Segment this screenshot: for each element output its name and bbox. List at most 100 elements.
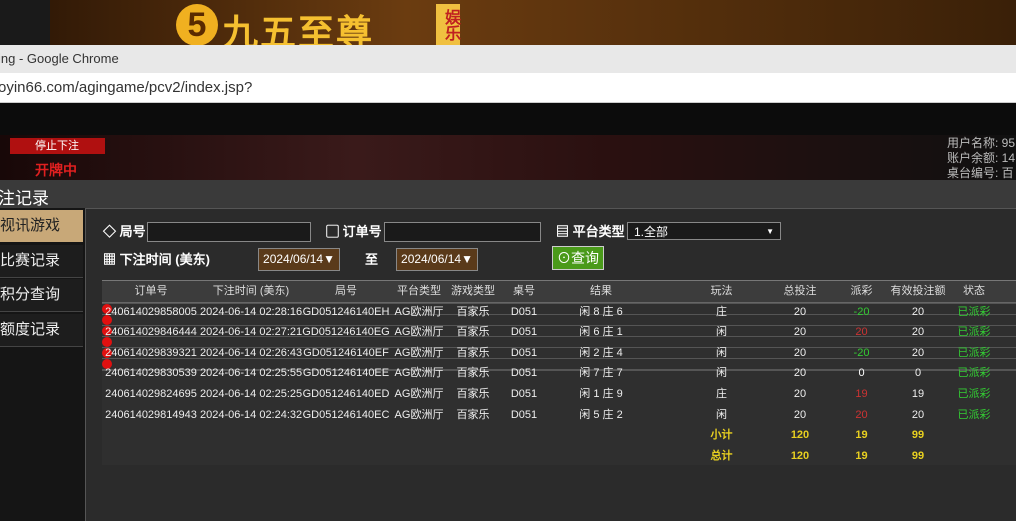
cell: 闲 5 庄 2 xyxy=(579,408,623,421)
cell: AG欧洲厅 xyxy=(394,346,444,359)
cell: GD051246140ED xyxy=(302,388,390,400)
play-icon[interactable] xyxy=(102,314,112,325)
dealing: 开牌中 xyxy=(35,162,77,178)
order-input[interactable] xyxy=(384,222,541,242)
cell: 状态 xyxy=(963,285,985,297)
cell: 120 xyxy=(790,449,810,462)
cell: 240614029814943 xyxy=(105,408,197,421)
cell: 桌号 xyxy=(513,285,535,297)
page-title: 注记录 xyxy=(0,189,49,208)
search-button[interactable]: ⊙查询 xyxy=(552,246,604,270)
sidebar-item[interactable]: 比赛记录 xyxy=(0,244,83,278)
cell: 百家乐 xyxy=(456,346,490,359)
sidebar-item[interactable]: 积分查询 xyxy=(0,279,83,312)
cell: GD051246140EC xyxy=(302,408,390,421)
cell: 百家乐 xyxy=(456,367,490,380)
cell: 120 xyxy=(790,429,810,442)
cell: 20 xyxy=(855,408,868,421)
user-info-line: 桌台编号: 百 xyxy=(947,166,1014,180)
cell: 百家乐 xyxy=(456,326,490,339)
cell: 闲 6 庄 1 xyxy=(579,326,623,339)
cell: GD051246140EF xyxy=(303,346,389,359)
cell: AG欧洲厅 xyxy=(394,408,444,421)
platform-select[interactable]: 1.全部 ▼ xyxy=(627,222,781,240)
cell: D051 xyxy=(510,388,538,400)
logo-digit: 5 xyxy=(176,4,218,46)
cell: D051 xyxy=(510,346,538,359)
cell: 20 xyxy=(793,367,807,380)
cell: 240614029839321 xyxy=(105,346,197,359)
cell: 99 xyxy=(911,429,925,442)
cell: 结果 xyxy=(590,285,612,297)
sidebar-item[interactable]: 视讯游戏 xyxy=(0,210,83,242)
sidebar-item[interactable]: 额度记录 xyxy=(0,313,83,347)
header-row xyxy=(102,281,1016,303)
cell: 小计 xyxy=(710,429,733,442)
to-label: 至 xyxy=(365,252,379,267)
cell: 20 xyxy=(793,388,807,400)
cell: 已派彩 xyxy=(957,305,991,318)
cell: 0 xyxy=(914,367,922,380)
cell: 订单号 xyxy=(134,285,168,297)
cell: GD051246140EH xyxy=(302,305,390,318)
cell: 闲 2 庄 4 xyxy=(579,346,623,359)
cell: 2024-06-14 02:24:32 xyxy=(200,408,302,421)
cell: 游戏类型 xyxy=(451,285,495,297)
address-bar[interactable] xyxy=(0,73,1016,103)
cell: 2024-06-14 02:28:16 xyxy=(200,305,302,318)
date-to[interactable]: 2024/06/14▼ xyxy=(396,248,478,271)
cell: -20 xyxy=(853,305,870,318)
row-line xyxy=(102,313,1016,315)
cell: 240614029830539 xyxy=(105,367,197,380)
cell: 派彩 xyxy=(850,285,873,297)
cell: 闲 1 庄 9 xyxy=(579,388,623,400)
cell: 局号 xyxy=(335,285,357,297)
play-icon[interactable] xyxy=(102,336,112,347)
window-title: ing - Google Chrome xyxy=(0,51,119,66)
round-label: ◇ 局号 xyxy=(103,224,146,239)
cell: 20 xyxy=(911,326,925,339)
cell: 20 xyxy=(793,408,807,421)
cell: 玩法 xyxy=(710,285,733,297)
cell: 庄 xyxy=(716,388,727,400)
title-bar xyxy=(0,180,1016,209)
cell: AG欧洲厅 xyxy=(394,388,444,400)
cell: 闲 xyxy=(716,408,727,421)
cell: 总投注 xyxy=(783,285,817,297)
cell: AG欧洲厅 xyxy=(394,305,444,318)
cell: 2024-06-14 02:25:55 xyxy=(200,367,302,380)
cell: 99 xyxy=(911,449,925,462)
cell: 已派彩 xyxy=(957,388,991,400)
cell: 已派彩 xyxy=(957,367,991,380)
cell: 20 xyxy=(911,305,925,318)
row-line xyxy=(102,324,1016,326)
row-line xyxy=(102,335,1016,337)
cell: 19 xyxy=(855,449,868,462)
row-line xyxy=(102,302,1016,304)
time-label-text: 下注时间 (美东) xyxy=(119,252,210,267)
url: oyin66.com/agingame/pcv2/index.jsp? xyxy=(0,79,253,96)
cell: 下注时间 (美东) xyxy=(212,285,290,297)
time-label: ▦ 下注时间 (美东) xyxy=(103,252,210,267)
play-icon[interactable] xyxy=(102,358,112,369)
play-icon[interactable] xyxy=(102,347,112,358)
cell: 20 xyxy=(793,305,807,318)
date-from[interactable]: 2024/06/14▼ xyxy=(258,248,340,271)
cell: 平台类型 xyxy=(397,285,441,297)
play-icon[interactable] xyxy=(102,325,112,336)
cell: 20 xyxy=(855,326,868,339)
cell: 百家乐 xyxy=(456,305,490,318)
platform-label-text: 平台类型 xyxy=(572,224,625,239)
platform-label: ▤ 平台类型 xyxy=(556,224,625,239)
window-titlebar xyxy=(0,45,1016,73)
row-line xyxy=(102,368,1016,370)
stop-betting: 停止下注 xyxy=(10,138,105,154)
cell: GD051246140EG xyxy=(302,326,390,339)
cell: 19 xyxy=(911,388,925,400)
cell: 已派彩 xyxy=(957,408,991,421)
round-input[interactable] xyxy=(147,222,311,242)
cell: 闲 7 庄 7 xyxy=(579,367,623,380)
user-info-line: 账户余额: 14 xyxy=(947,151,1016,165)
play-icon[interactable] xyxy=(102,303,112,314)
